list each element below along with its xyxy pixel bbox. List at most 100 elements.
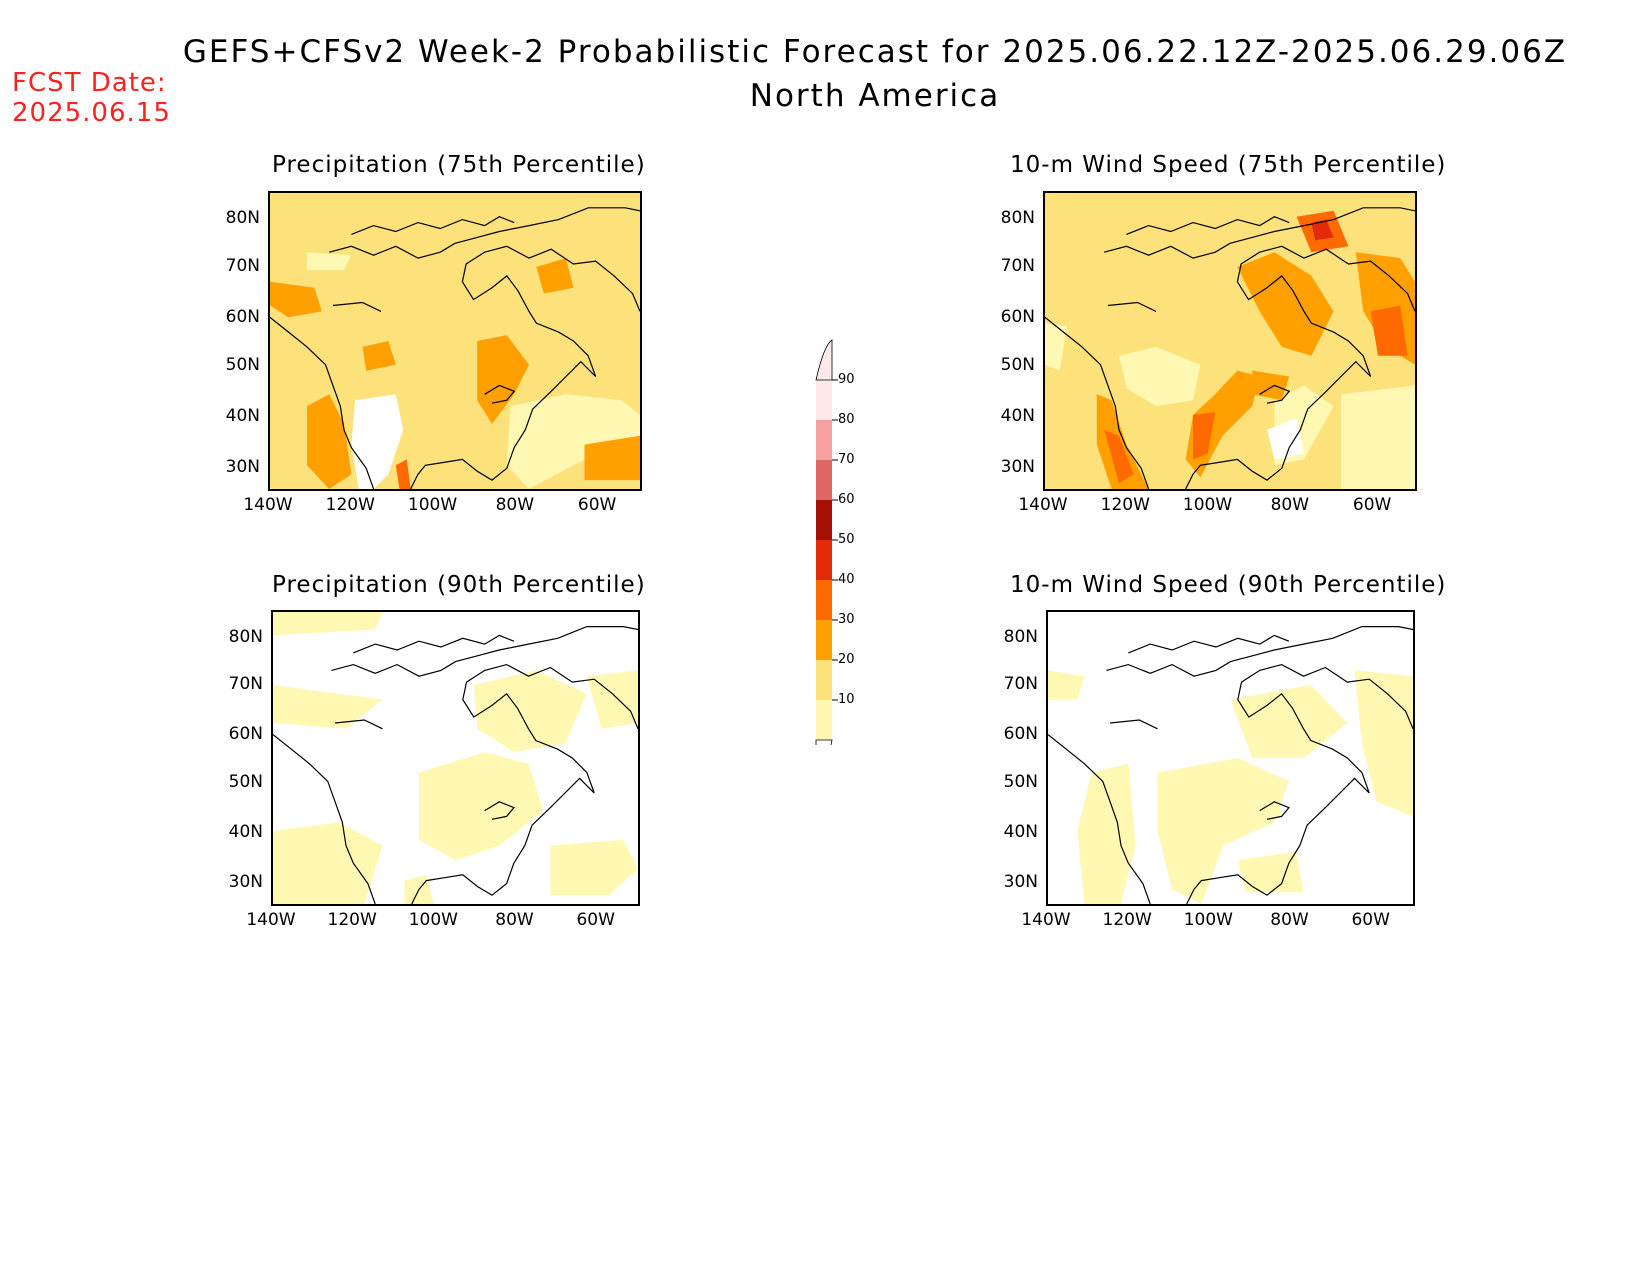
coastline <box>1106 626 1413 677</box>
shade-region <box>273 685 383 729</box>
shade-region <box>1077 763 1136 904</box>
shade-region <box>307 394 352 489</box>
coastline <box>331 626 638 677</box>
shade-region <box>270 281 322 318</box>
lat-tick-label: 50N <box>1000 355 1035 375</box>
lon-tick-label: 60W <box>576 910 615 930</box>
lon-tick-label: 80W <box>1270 910 1309 930</box>
lat-tick-label: 60N <box>225 307 260 327</box>
colorbar-label: 50 <box>838 532 855 547</box>
lat-tick-label: 70N <box>1000 256 1035 276</box>
colorbar-label: 10 <box>838 692 855 707</box>
shade-region <box>1104 429 1134 484</box>
lat-tick-label: 30N <box>225 457 260 477</box>
shade-region <box>307 252 352 270</box>
colorbar-label: 60 <box>838 492 855 507</box>
coastline <box>1107 301 1157 312</box>
map-precip-90 <box>271 610 640 906</box>
shade-region <box>1311 219 1334 241</box>
shade-region <box>1341 385 1415 489</box>
coastline <box>270 316 375 489</box>
shade-region <box>1045 323 1068 371</box>
colorbar-swatch <box>816 540 832 580</box>
shade-region <box>1354 670 1413 817</box>
lat-tick-label: 50N <box>228 771 263 792</box>
lon-tick-label: 140W <box>1021 910 1071 930</box>
shade-region <box>1193 412 1216 460</box>
coastline <box>410 245 640 489</box>
coastline <box>1128 634 1290 654</box>
shade-region <box>506 394 640 489</box>
coastline <box>1104 207 1415 259</box>
shade-region <box>1230 685 1348 758</box>
map-precip-75 <box>268 191 642 491</box>
colorbar <box>815 339 838 745</box>
lon-tick-label: 80W <box>1270 495 1310 515</box>
shade-region <box>586 670 638 729</box>
shade-region <box>550 839 638 896</box>
colorbar-top-cap <box>815 339 833 381</box>
fcst-date-label: FCST Date: <box>12 68 167 98</box>
shade-region <box>273 612 383 636</box>
colorbar-label: 40 <box>838 572 855 587</box>
lon-tick-label: 100W <box>407 495 458 515</box>
lat-tick-label: 30N <box>1003 872 1038 893</box>
lon-tick-label: 100W <box>1182 495 1233 515</box>
colorbar-label: 30 <box>838 612 855 627</box>
coastline <box>1110 719 1158 730</box>
lon-tick-label: 60W <box>1352 495 1392 515</box>
lat-tick-label: 70N <box>228 674 263 694</box>
coastline <box>1259 384 1291 404</box>
colorbar-swatch <box>816 420 832 460</box>
lat-tick-label: 70N <box>225 256 260 276</box>
colorbar-label: 90 <box>838 372 855 387</box>
panel-title-precip-90: Precipitation (90th Percentile) <box>272 572 646 598</box>
colorbar-label: 80 <box>838 412 855 427</box>
shade-region <box>1237 851 1304 893</box>
shade-region <box>1245 781 1282 817</box>
fcst-date-value: 2025.06.15 <box>12 98 171 128</box>
lon-tick-label: 100W <box>408 910 458 930</box>
lon-tick-label: 140W <box>246 910 296 930</box>
lon-tick-label: 80W <box>495 910 534 930</box>
lat-tick-label: 60N <box>1003 724 1038 745</box>
main-title: GEFS+CFSv2 Week-2 Probabilistic Forecast… <box>182 34 1568 70</box>
lat-tick-label: 60N <box>1000 307 1035 327</box>
lon-tick-label: 120W <box>327 910 377 930</box>
coastline <box>1186 663 1413 904</box>
colorbar-bottom-cap <box>815 739 833 745</box>
shade-region <box>362 341 396 371</box>
map-canvas <box>1048 612 1413 904</box>
shade-region <box>584 435 640 481</box>
lat-tick-label: 80N <box>1003 626 1038 647</box>
colorbar-swatch <box>816 380 832 420</box>
lat-tick-label: 80N <box>228 626 263 647</box>
shade-region <box>1370 305 1408 356</box>
coastline <box>484 384 516 404</box>
coastline <box>484 801 515 820</box>
colorbar-swatch <box>816 460 832 500</box>
lon-tick-label: 80W <box>495 495 535 515</box>
coastline <box>1045 316 1150 489</box>
shade-region <box>273 822 383 904</box>
lat-tick-label: 80N <box>225 208 260 228</box>
coastline <box>1259 801 1290 820</box>
panel-title-wind-90: 10-m Wind Speed (90th Percentile) <box>1010 572 1447 598</box>
shade-region <box>395 459 411 489</box>
coastline <box>411 663 638 904</box>
shade-region <box>536 258 574 294</box>
map-canvas <box>1045 193 1415 489</box>
colorbar-swatch <box>816 660 832 700</box>
colorbar-swatch <box>816 700 832 740</box>
lat-tick-label: 40N <box>225 406 260 426</box>
lat-tick-label: 30N <box>228 872 263 893</box>
map-canvas <box>273 612 638 904</box>
lat-tick-label: 80N <box>1000 208 1035 228</box>
map-wind-75 <box>1043 191 1417 491</box>
colorbar-swatch <box>816 500 832 540</box>
lon-tick-label: 140W <box>1018 495 1068 515</box>
coastline <box>353 634 515 654</box>
shade-region <box>473 670 587 753</box>
colorbar-swatch <box>816 580 832 620</box>
lat-tick-label: 40N <box>228 822 263 842</box>
